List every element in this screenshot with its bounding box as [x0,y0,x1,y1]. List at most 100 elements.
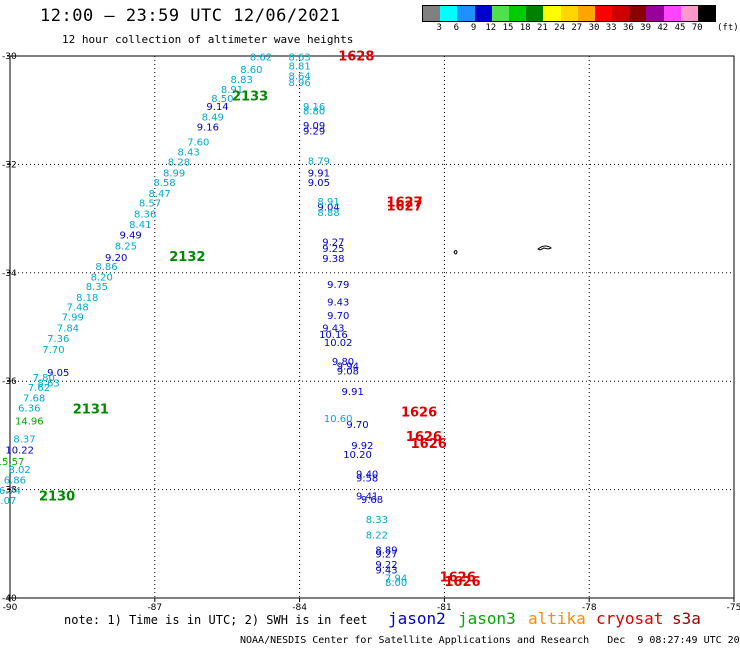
chart-title: 12:00 — 23:59 UTC 12/06/2021 [40,6,341,26]
color-scale-tick: 12 [485,23,497,33]
wave-height-label: 8.99 [163,168,185,179]
color-scale-tick: 27 [571,23,583,33]
color-swatch [646,6,664,21]
wave-height-label: 9.43 [322,323,344,334]
wave-height-label: 8.96 [288,78,310,89]
wave-height-label: 8.80 [303,107,325,118]
color-swatch [491,6,509,21]
wave-height-label: 8.83 [231,75,253,86]
wave-height-label: 8.49 [202,112,224,123]
wave-height-label: 8.88 [317,208,339,219]
satellite-legend-jason3: jason3 [458,609,516,628]
wave-height-label: 7.80 [33,373,55,384]
pass-time-label: 1626 [440,571,476,586]
wave-height-label: 9.94 [337,361,359,372]
wave-height-label: 10.16 [319,330,348,341]
wave-height-label: 15.57 [0,457,24,468]
pass-time-label: 2132 [169,250,205,265]
wave-height-label: 7.48 [66,303,88,314]
color-swatch [543,6,561,21]
satellite-legend-jason2: jason2 [388,609,446,628]
wave-height-label: 6.86 [4,476,26,487]
color-scale-tick: 9 [470,23,477,33]
wave-height-label: 8.35 [86,282,108,293]
credit-line: NOAA/NESDIS Center for Satellite Applica… [240,635,740,646]
wave-height-label: 9.70 [346,420,368,431]
wave-height-label: 9.05 [308,178,330,189]
y-tick-label: -34 [2,269,17,279]
wave-height-label: 8.63 [288,52,310,63]
wave-height-label: 8.00 [385,578,407,589]
color-swatch [594,6,613,21]
wave-height-label: 8.62 [250,52,272,63]
y-tick-label: -30 [2,52,17,62]
color-scale-tick: 39 [640,23,652,33]
wave-height-label: 9.49 [120,231,142,242]
wave-height-label: 9.27 [375,549,397,560]
wave-height-label: 9.27 [322,238,344,249]
wave-height-label: 9.04 [317,202,339,213]
wave-height-label: 9.16 [197,122,219,133]
color-scale-unit: (ft) [717,23,739,33]
wave-height-label: 6.74 [0,486,21,497]
wave-height-label: 7.68 [23,393,45,404]
wave-height-label: 10.20 [343,450,372,461]
pass-time-label: 1626 [444,575,480,590]
wave-height-label: 8.20 [91,272,113,283]
wave-height-label: 9.25 [322,244,344,255]
x-tick-label: -78 [582,603,597,610]
x-tick-label: -87 [147,603,162,610]
island-shape [453,250,458,255]
wave-height-label: 7.84 [57,323,79,334]
wave-height-label: 6.36 [18,404,40,415]
wave-height-label: 9.08 [337,367,359,378]
color-swatch [474,6,492,21]
wave-height-label: 7.94 [385,574,407,585]
color-scale-tick: 36 [622,23,634,33]
wave-height-label: 7.70 [42,345,64,356]
color-swatch [423,6,441,21]
island-shape [537,245,552,251]
satellite-legend-s3a: s3a [672,609,701,628]
wave-height-label: 8.64 [288,71,310,82]
wave-height-label: 9.91 [308,168,330,179]
wave-height-label: 8.37 [13,434,35,445]
wave-height-label: 9.58 [356,473,378,484]
wave-height-label: 8.33 [366,515,388,526]
color-swatch [526,6,544,21]
color-scale-tick: 18 [519,23,531,33]
footnote: note: 1) Time is in UTC; 2) SWH is in fe… [64,613,368,627]
color-swatch [577,6,595,21]
x-tick-label: -81 [437,603,452,610]
color-scale-tick: 33 [605,23,617,33]
color-swatch [680,6,698,21]
wave-height-label: 8.58 [153,178,175,189]
pass-time-label: 1626 [406,430,442,445]
satellite-legend-altika: altika [528,609,586,628]
satellite-legend-cryosat: cryosat [596,609,664,628]
pass-time-label: 1627 [386,196,422,211]
wave-height-label: 7.60 [187,137,209,148]
color-scale-bar [422,5,717,22]
wave-height-label: 8.60 [240,65,262,76]
color-scale-tick: 30 [588,23,600,33]
y-tick-label: -40 [2,594,17,604]
y-tick-label: -36 [2,377,17,387]
color-swatch [698,6,716,21]
pass-time-label: 2131 [73,403,109,418]
wave-height-label: 8.36 [134,210,156,221]
wave-height-label: 9.29 [303,127,325,138]
wave-height-label: 10.02 [324,338,353,349]
x-tick-label: -75 [727,603,740,610]
wave-height-label: 8.18 [76,293,98,304]
color-swatch [440,6,458,21]
wave-height-label: 9.43 [375,566,397,577]
plot-frame [9,55,735,599]
y-tick-label: -38 [2,486,17,496]
pass-time-label: 1626 [411,437,447,452]
wave-height-label: 9.14 [206,102,228,113]
wave-height-label: 8.47 [148,189,170,200]
wave-height-label: 9.80 [332,357,354,368]
wave-height-label: 9.38 [322,254,344,265]
y-tick-label: -32 [2,160,17,170]
